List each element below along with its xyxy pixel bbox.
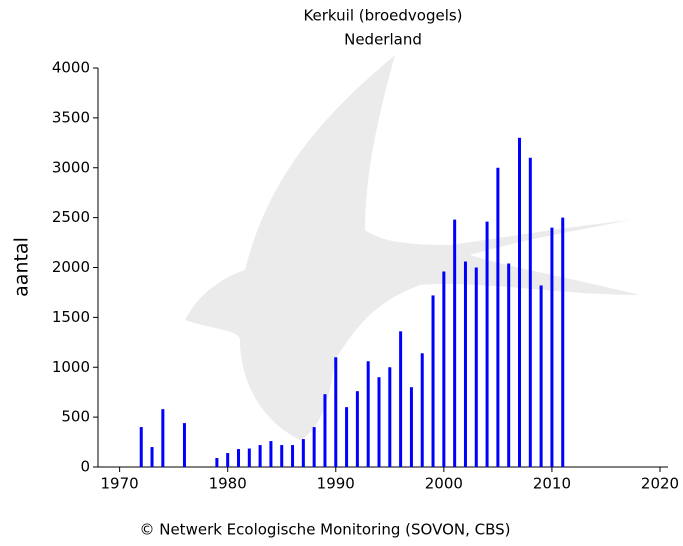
bar — [486, 222, 489, 467]
bar — [464, 262, 467, 467]
y-axis-label: aantal — [11, 237, 33, 297]
y-tick-label: 3500 — [52, 108, 90, 126]
background-bird — [185, 55, 640, 440]
chart: Kerkuil (broedvogels) Nederland aantal ©… — [0, 0, 683, 546]
bar — [302, 439, 305, 467]
bar — [161, 409, 164, 467]
x-tick-label: 1980 — [209, 475, 247, 493]
bar — [248, 449, 251, 467]
x-tick-label: 2010 — [533, 475, 571, 493]
bar — [259, 445, 262, 467]
bar — [496, 168, 499, 467]
y-tick-label: 2000 — [52, 258, 90, 276]
bar — [378, 377, 381, 467]
bar — [507, 264, 510, 467]
bar — [550, 228, 553, 467]
bar — [432, 295, 435, 467]
y-tick-label: 500 — [61, 408, 90, 426]
bar — [410, 387, 413, 467]
y-tick-label: 4000 — [52, 59, 90, 77]
bar — [269, 441, 272, 467]
bar — [323, 394, 326, 467]
bar — [237, 449, 240, 467]
bar — [226, 453, 229, 467]
bar — [280, 445, 283, 467]
chart-title: Kerkuil (broedvogels) — [303, 7, 462, 25]
bar — [421, 353, 424, 467]
chart-subtitle: Nederland — [344, 31, 422, 49]
bar — [399, 331, 402, 467]
footer: © Netwerk Ecologische Monitoring (SOVON,… — [139, 521, 510, 539]
bar — [151, 447, 154, 467]
y-tick-label: 1500 — [52, 308, 90, 326]
bar — [334, 357, 337, 467]
y-tick-label: 0 — [80, 458, 90, 476]
x-tick-label: 2020 — [641, 475, 679, 493]
x-tick-label: 1970 — [101, 475, 139, 493]
bar — [345, 407, 348, 467]
y-tick-label: 1000 — [52, 358, 90, 376]
x-tick-label: 2000 — [425, 475, 463, 493]
bar — [388, 367, 391, 467]
bar — [291, 445, 294, 467]
bar — [313, 427, 316, 467]
bar — [215, 458, 218, 467]
y-tick-label: 3000 — [52, 158, 90, 176]
bar — [183, 423, 186, 467]
bar — [529, 158, 532, 467]
bar — [475, 268, 478, 468]
bar — [442, 271, 445, 467]
bar — [140, 427, 143, 467]
bar — [540, 285, 543, 467]
bar — [356, 391, 359, 467]
y-tick-label: 2500 — [52, 208, 90, 226]
x-tick-label: 1990 — [317, 475, 355, 493]
bar — [367, 361, 370, 467]
bar — [453, 220, 456, 467]
bar — [518, 138, 521, 467]
bar — [561, 218, 564, 467]
